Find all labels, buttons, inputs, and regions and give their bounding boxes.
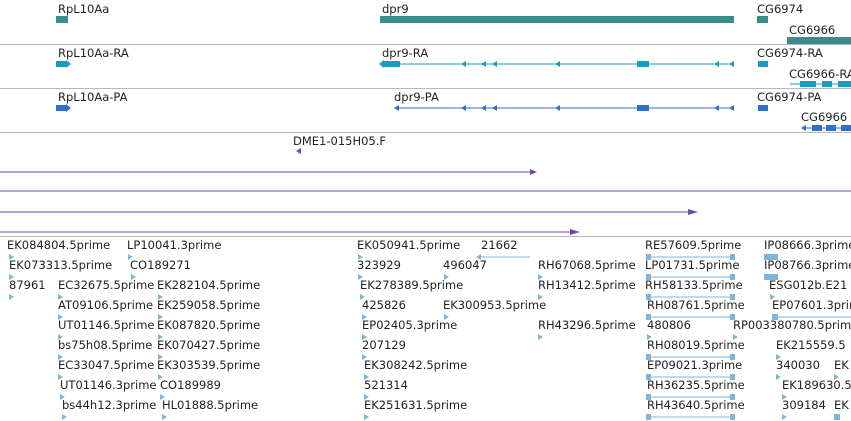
cdna-label[interactable]: EK251631.5prime xyxy=(364,398,468,412)
cdna-label[interactable]: EK050941.5prime xyxy=(357,238,461,252)
cdna-label[interactable]: RH08761.5prime xyxy=(647,298,745,312)
est-label-dme1-015h05[interactable]: DME1-015H05.F xyxy=(293,134,387,148)
cdna-label[interactable]: EK xyxy=(834,398,849,412)
gene-label-cg6966[interactable]: CG6966 xyxy=(789,23,836,37)
cdna-label[interactable]: UT01146.5prime xyxy=(58,318,155,332)
cdna-label[interactable]: 496047 xyxy=(443,258,487,272)
cdna-label[interactable]: IP08666.3prime xyxy=(764,238,851,252)
cdna-label[interactable]: LP10041.3prime xyxy=(127,238,222,252)
cdna-label[interactable]: RH08019.5prime xyxy=(647,338,745,352)
cdna-label[interactable]: 207129 xyxy=(362,338,406,352)
cdna-label[interactable]: RH43640.5prime xyxy=(647,398,745,412)
protein-label-rpl10aa-pa[interactable]: RpL10Aa-PA xyxy=(58,90,128,104)
cdna-label[interactable]: 480806 xyxy=(647,318,691,332)
cdna-label[interactable]: RE57609.5prime xyxy=(645,238,742,252)
cdna-label[interactable]: EK300953.5prime xyxy=(443,298,547,312)
gene-track xyxy=(0,0,851,45)
cdna-label[interactable]: CO189271 xyxy=(130,258,191,272)
cdna-label[interactable]: HL01888.5prime xyxy=(162,398,259,412)
cdna-label[interactable]: EK215559.5 xyxy=(776,338,846,352)
cdna-label[interactable]: RH58133.5prime xyxy=(645,278,743,292)
cdna-label[interactable]: RH13412.5prime xyxy=(538,278,636,292)
cdna-label[interactable]: 340030 xyxy=(776,358,820,372)
cdna-label[interactable]: 309184 xyxy=(782,398,826,412)
cdna-label[interactable]: ESG012b.E21 xyxy=(769,278,848,292)
transcript-track xyxy=(0,44,851,89)
protein-track xyxy=(0,88,851,133)
est-track xyxy=(0,132,851,237)
transcript-label-cg6974-ra[interactable]: CG6974-RA xyxy=(757,46,823,60)
transcript-label-cg6966-ra[interactable]: CG6966-RA xyxy=(789,67,851,81)
cdna-label[interactable]: 425826 xyxy=(362,298,406,312)
cdna-label[interactable]: EK303539.5prime xyxy=(157,358,261,372)
cdna-label[interactable]: RP003380780.5prime xyxy=(733,318,851,332)
cdna-label[interactable]: EC32675.5prime xyxy=(58,278,155,292)
cdna-label[interactable]: RH43296.5prime xyxy=(538,318,636,332)
cdna-label[interactable]: 323929 xyxy=(357,258,401,272)
cdna-label[interactable]: bs75h08.5prime xyxy=(58,338,153,352)
cdna-label[interactable]: EK282104.5prime xyxy=(157,278,261,292)
protein-label-cg6966[interactable]: CG6966 xyxy=(801,110,848,124)
cdna-label[interactable]: IP08766.3prime xyxy=(764,258,851,272)
protein-label-cg6974-pa[interactable]: CG6974-PA xyxy=(757,90,822,104)
gene-label-cg6974[interactable]: CG6974 xyxy=(757,2,804,16)
cdna-label[interactable]: EK084804.5prime xyxy=(7,238,111,252)
cdna-label[interactable]: EC33047.5prime xyxy=(58,358,155,372)
cdna-label[interactable]: EP02405.3prime xyxy=(362,318,458,332)
cdna-label[interactable]: EK087820.5prime xyxy=(157,318,261,332)
cdna-label[interactable]: EK xyxy=(834,358,849,372)
cdna-label[interactable]: 521314 xyxy=(364,378,408,392)
transcript-label-rpl10aa-ra[interactable]: RpL10Aa-RA xyxy=(58,46,129,60)
cdna-label[interactable]: EK189630.5 xyxy=(782,378,851,392)
cdna-label[interactable]: EK070427.5prime xyxy=(157,338,261,352)
protein-label-dpr9-pa[interactable]: dpr9-PA xyxy=(394,90,439,104)
cdna-label[interactable]: RH36235.5prime xyxy=(647,378,745,392)
cdna-label[interactable]: EK259058.5prime xyxy=(157,298,261,312)
cdna-label[interactable]: AT09106.5prime xyxy=(58,298,154,312)
cdna-label[interactable]: bs44h12.3prime xyxy=(62,398,157,412)
cdna-label[interactable]: 87961 xyxy=(9,278,46,292)
cdna-label[interactable]: CO189989 xyxy=(160,378,221,392)
cdna-label[interactable]: EK073313.5prime xyxy=(9,258,113,272)
cdna-label[interactable]: EK278389.5prime xyxy=(360,278,464,292)
cdna-label[interactable]: RH67068.5prime xyxy=(538,258,636,272)
cdna-label[interactable]: 21662 xyxy=(481,238,518,252)
cdna-label[interactable]: LP01731.5prime xyxy=(645,258,740,272)
gene-label-rpl10aa[interactable]: RpL10Aa xyxy=(58,2,110,16)
transcript-label-dpr9-ra[interactable]: dpr9-RA xyxy=(382,46,429,60)
cdna-label[interactable]: EP07601.3prime xyxy=(772,298,851,312)
cdna-label[interactable]: EP09021.3prime xyxy=(647,358,743,372)
gene-label-dpr9[interactable]: dpr9 xyxy=(382,2,409,16)
cdna-label[interactable]: EK308242.5prime xyxy=(364,358,468,372)
cdna-label[interactable]: UT01146.3prime xyxy=(60,378,157,392)
